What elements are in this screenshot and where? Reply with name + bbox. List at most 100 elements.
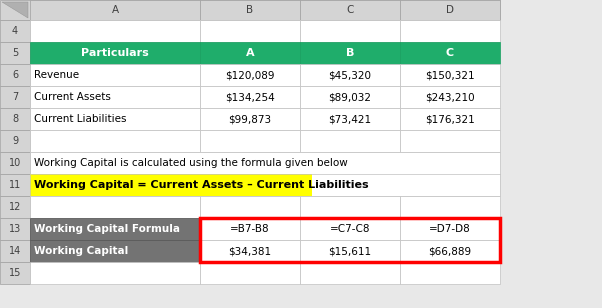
Bar [30,152,500,174]
Bar [300,64,400,86]
Bar [0,64,30,86]
Bar [0,174,30,196]
Text: C: C [346,5,354,15]
Text: 11: 11 [9,180,21,190]
Bar [30,86,200,108]
Text: 6: 6 [12,70,18,80]
Bar [30,218,200,240]
Bar [300,108,400,130]
Bar [300,196,400,218]
Polygon shape [2,2,28,18]
Bar [0,86,30,108]
Text: Working Capital Formula: Working Capital Formula [34,224,180,234]
Text: 5: 5 [12,48,18,58]
Text: Working Capital: Working Capital [34,246,128,256]
Text: =B7-B8: =B7-B8 [230,224,270,234]
Bar [30,174,312,196]
Text: $150,321: $150,321 [425,70,475,80]
Text: A: A [246,48,254,58]
Bar [30,20,200,42]
Text: Particulars: Particulars [81,48,149,58]
Bar [400,86,500,108]
Bar [400,0,500,20]
Bar [0,108,30,130]
Bar [0,42,30,64]
Text: 10: 10 [9,158,21,168]
Bar [300,20,400,42]
Bar [300,42,400,64]
Bar [200,130,300,152]
Bar [400,108,500,130]
Bar [400,240,500,262]
Bar [200,20,300,42]
Text: 13: 13 [9,224,21,234]
Bar [200,0,300,20]
Bar [30,42,200,64]
Text: $66,889: $66,889 [429,246,471,256]
Text: D: D [446,5,454,15]
Text: Current Liabilities: Current Liabilities [34,114,126,124]
Bar [0,240,30,262]
Bar [200,218,300,240]
Text: 4: 4 [12,26,18,36]
Text: $176,321: $176,321 [425,114,475,124]
Text: 15: 15 [9,268,21,278]
Bar [30,64,200,86]
Text: $15,611: $15,611 [329,246,371,256]
Bar [300,86,400,108]
Bar [312,174,500,196]
Bar [400,20,500,42]
Bar [0,130,30,152]
Bar [200,240,300,262]
Bar [30,108,200,130]
Text: 12: 12 [9,202,21,212]
Bar [400,196,500,218]
Text: $89,032: $89,032 [329,92,371,102]
Bar [0,196,30,218]
Bar [30,196,200,218]
Bar [400,262,500,284]
Text: A: A [111,5,119,15]
Bar [200,218,500,262]
Bar [0,152,30,174]
Bar [200,196,300,218]
Text: $34,381: $34,381 [228,246,272,256]
Text: $73,421: $73,421 [329,114,371,124]
Bar [30,130,200,152]
Text: =D7-D8: =D7-D8 [429,224,471,234]
Text: $134,254: $134,254 [225,92,275,102]
Text: $45,320: $45,320 [329,70,371,80]
Text: Working Capital is calculated using the formula given below: Working Capital is calculated using the … [34,158,348,168]
Text: 9: 9 [12,136,18,146]
Bar [200,64,300,86]
Text: $99,873: $99,873 [228,114,272,124]
Text: C: C [446,48,454,58]
Text: Current Assets: Current Assets [34,92,111,102]
Bar [400,64,500,86]
Text: B: B [246,5,253,15]
Text: 14: 14 [9,246,21,256]
Bar [0,0,500,20]
Text: Revenue: Revenue [34,70,79,80]
Bar [300,262,400,284]
Bar [30,240,200,262]
Text: $243,210: $243,210 [425,92,475,102]
Bar [400,218,500,240]
Bar [200,42,300,64]
Bar [300,240,400,262]
Bar [300,218,400,240]
Text: Working Capital = Current Assets – Current Liabilities: Working Capital = Current Assets – Curre… [34,180,368,190]
Text: $120,089: $120,089 [225,70,275,80]
Bar [0,218,30,240]
Bar [30,174,500,196]
Bar [200,262,300,284]
Bar [0,262,30,284]
Bar [400,42,500,64]
Text: B: B [346,48,354,58]
Text: =C7-C8: =C7-C8 [330,224,370,234]
Bar [300,130,400,152]
Text: 7: 7 [12,92,18,102]
Bar [0,20,30,42]
Text: 8: 8 [12,114,18,124]
Bar [200,86,300,108]
